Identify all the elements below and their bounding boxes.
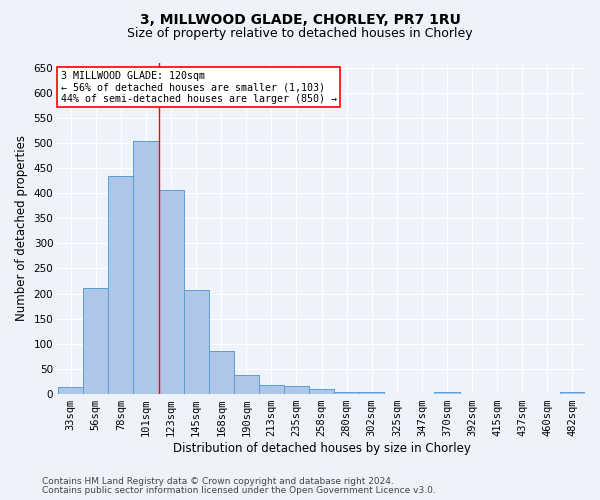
Bar xyxy=(359,392,385,394)
Bar xyxy=(83,288,109,394)
Bar xyxy=(309,388,334,394)
Text: Contains public sector information licensed under the Open Government Licence v3: Contains public sector information licen… xyxy=(42,486,436,495)
Bar xyxy=(234,375,259,394)
Bar xyxy=(58,386,83,394)
Text: Contains HM Land Registry data © Crown copyright and database right 2024.: Contains HM Land Registry data © Crown c… xyxy=(42,477,394,486)
Text: 3 MILLWOOD GLADE: 120sqm
← 56% of detached houses are smaller (1,103)
44% of sem: 3 MILLWOOD GLADE: 120sqm ← 56% of detach… xyxy=(61,71,337,104)
Text: Size of property relative to detached houses in Chorley: Size of property relative to detached ho… xyxy=(127,28,473,40)
Bar xyxy=(560,392,585,394)
Bar xyxy=(434,392,460,394)
Bar xyxy=(184,290,209,394)
Bar xyxy=(334,392,359,394)
Bar xyxy=(284,386,309,394)
Y-axis label: Number of detached properties: Number of detached properties xyxy=(15,136,28,322)
Bar xyxy=(259,385,284,394)
Bar xyxy=(133,142,158,394)
Bar xyxy=(209,352,234,394)
Bar xyxy=(109,176,133,394)
Bar xyxy=(158,190,184,394)
Text: 3, MILLWOOD GLADE, CHORLEY, PR7 1RU: 3, MILLWOOD GLADE, CHORLEY, PR7 1RU xyxy=(140,12,460,26)
X-axis label: Distribution of detached houses by size in Chorley: Distribution of detached houses by size … xyxy=(173,442,470,455)
